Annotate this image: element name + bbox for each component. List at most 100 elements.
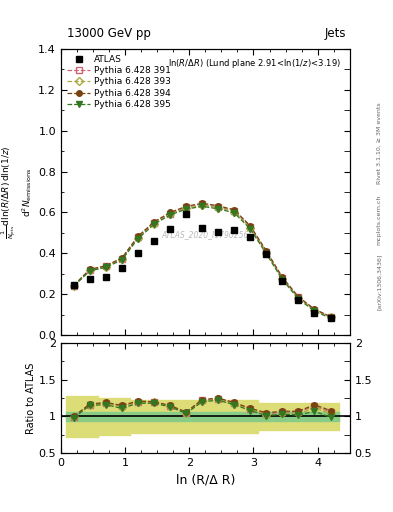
Pythia 6.428 395 xyxy=(216,206,220,212)
X-axis label: ln (R/Δ R): ln (R/Δ R) xyxy=(176,474,235,486)
Pythia 6.428 395 xyxy=(103,264,108,270)
ATLAS xyxy=(119,265,124,271)
ATLAS xyxy=(312,310,317,316)
Pythia 6.428 394 xyxy=(232,207,237,213)
Pythia 6.428 394 xyxy=(152,219,156,225)
Pythia 6.428 391 xyxy=(152,220,156,226)
Pythia 6.428 393 xyxy=(152,221,156,227)
Pythia 6.428 394 xyxy=(216,203,220,209)
Pythia 6.428 393 xyxy=(136,235,140,241)
Pythia 6.428 394 xyxy=(119,255,124,261)
Pythia 6.428 394 xyxy=(184,203,189,209)
Pythia 6.428 391 xyxy=(103,263,108,269)
Text: 13000 GeV pp: 13000 GeV pp xyxy=(67,27,151,40)
Pythia 6.428 391 xyxy=(184,204,189,210)
Pythia 6.428 394 xyxy=(248,223,253,229)
Text: Rivet 3.1.10, ≥ 3M events: Rivet 3.1.10, ≥ 3M events xyxy=(377,102,382,184)
Text: Jets: Jets xyxy=(324,27,346,40)
Pythia 6.428 393 xyxy=(280,276,285,282)
ATLAS xyxy=(216,229,220,235)
Pythia 6.428 394 xyxy=(87,266,92,272)
Y-axis label: $\frac{1}{N_\mathrm{jets}}\mathrm{d}\ln(R/\Delta R)\,\mathrm{d}\ln(1/z)$
$\mathr: $\frac{1}{N_\mathrm{jets}}\mathrm{d}\ln(… xyxy=(0,145,34,239)
ATLAS xyxy=(200,225,204,231)
Text: mcplots.cern.ch: mcplots.cern.ch xyxy=(377,195,382,245)
Pythia 6.428 393 xyxy=(264,249,269,255)
Pythia 6.428 391 xyxy=(136,234,140,240)
Line: Pythia 6.428 391: Pythia 6.428 391 xyxy=(71,202,333,319)
Pythia 6.428 391 xyxy=(119,255,124,262)
Line: Pythia 6.428 393: Pythia 6.428 393 xyxy=(71,202,333,320)
Pythia 6.428 391 xyxy=(200,201,204,207)
Text: [arXiv:1306.3436]: [arXiv:1306.3436] xyxy=(377,253,382,310)
ATLAS xyxy=(87,276,92,282)
Pythia 6.428 391 xyxy=(312,307,317,313)
Text: $\ln(R/\Delta R)$ (Lund plane $2.91\!<\!\ln(1/z)\!<\!3.19$): $\ln(R/\Delta R)$ (Lund plane $2.91\!<\!… xyxy=(168,57,341,70)
Pythia 6.428 393 xyxy=(200,202,204,208)
Pythia 6.428 391 xyxy=(168,210,173,217)
Pythia 6.428 393 xyxy=(328,314,333,321)
Pythia 6.428 393 xyxy=(119,256,124,262)
Pythia 6.428 395 xyxy=(136,236,140,242)
Line: ATLAS: ATLAS xyxy=(70,210,334,322)
ATLAS xyxy=(152,238,156,244)
Pythia 6.428 394 xyxy=(312,306,317,312)
Pythia 6.428 391 xyxy=(248,224,253,230)
ATLAS xyxy=(168,226,173,232)
ATLAS xyxy=(280,278,285,284)
Y-axis label: Ratio to ATLAS: Ratio to ATLAS xyxy=(26,362,36,434)
Pythia 6.428 394 xyxy=(72,282,76,288)
Pythia 6.428 395 xyxy=(200,203,204,209)
Pythia 6.428 395 xyxy=(72,283,76,289)
Pythia 6.428 395 xyxy=(152,221,156,227)
Pythia 6.428 391 xyxy=(232,208,237,214)
Pythia 6.428 393 xyxy=(232,208,237,215)
Pythia 6.428 395 xyxy=(264,251,269,257)
Pythia 6.428 393 xyxy=(184,205,189,211)
ATLAS xyxy=(72,282,76,288)
Pythia 6.428 395 xyxy=(184,206,189,212)
Pythia 6.428 393 xyxy=(72,283,76,289)
Pythia 6.428 395 xyxy=(119,257,124,263)
Pythia 6.428 394 xyxy=(136,233,140,239)
Pythia 6.428 393 xyxy=(248,225,253,231)
Pythia 6.428 394 xyxy=(200,200,204,206)
Pythia 6.428 394 xyxy=(168,209,173,216)
Pythia 6.428 395 xyxy=(168,212,173,218)
Pythia 6.428 393 xyxy=(312,307,317,313)
Line: Pythia 6.428 394: Pythia 6.428 394 xyxy=(71,201,333,319)
Pythia 6.428 391 xyxy=(87,267,92,273)
Pythia 6.428 395 xyxy=(312,308,317,314)
Pythia 6.428 395 xyxy=(296,296,301,302)
Pythia 6.428 395 xyxy=(232,210,237,216)
Pythia 6.428 393 xyxy=(168,211,173,217)
Pythia 6.428 391 xyxy=(264,249,269,255)
Pythia 6.428 394 xyxy=(296,294,301,300)
Pythia 6.428 395 xyxy=(248,226,253,232)
Pythia 6.428 393 xyxy=(103,264,108,270)
ATLAS xyxy=(264,251,269,258)
ATLAS xyxy=(103,274,108,280)
Pythia 6.428 393 xyxy=(216,204,220,210)
Pythia 6.428 391 xyxy=(296,294,301,301)
Pythia 6.428 391 xyxy=(72,283,76,289)
Legend: ATLAS, Pythia 6.428 391, Pythia 6.428 393, Pythia 6.428 394, Pythia 6.428 395: ATLAS, Pythia 6.428 391, Pythia 6.428 39… xyxy=(65,53,173,111)
ATLAS xyxy=(232,227,237,233)
Pythia 6.428 395 xyxy=(328,315,333,321)
ATLAS xyxy=(184,210,189,217)
Pythia 6.428 395 xyxy=(87,268,92,274)
ATLAS xyxy=(296,296,301,303)
Pythia 6.428 395 xyxy=(280,276,285,283)
Pythia 6.428 391 xyxy=(216,204,220,210)
ATLAS xyxy=(248,234,253,240)
Text: ATLAS_2020_I1790256: ATLAS_2020_I1790256 xyxy=(162,230,249,240)
Pythia 6.428 393 xyxy=(296,295,301,301)
Pythia 6.428 391 xyxy=(328,314,333,320)
Pythia 6.428 393 xyxy=(87,267,92,273)
ATLAS xyxy=(328,315,333,321)
Pythia 6.428 394 xyxy=(103,263,108,269)
Pythia 6.428 391 xyxy=(280,275,285,281)
Pythia 6.428 394 xyxy=(280,274,285,280)
Pythia 6.428 394 xyxy=(328,313,333,319)
ATLAS xyxy=(136,250,140,257)
Line: Pythia 6.428 395: Pythia 6.428 395 xyxy=(71,204,333,321)
